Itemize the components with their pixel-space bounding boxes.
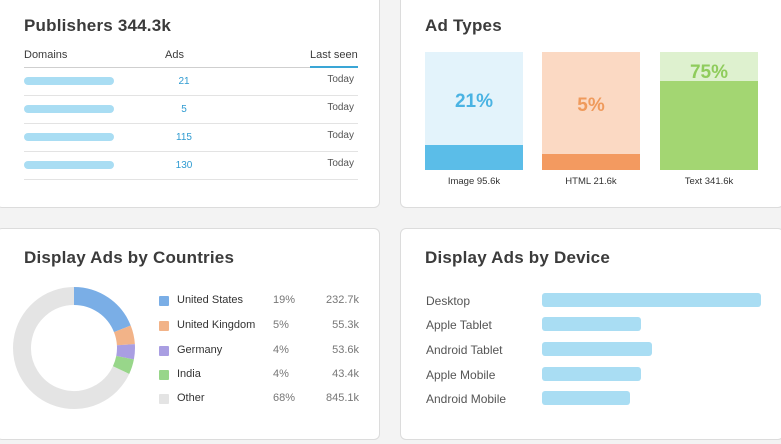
country-legend-item[interactable]: United States 19% 232.7k [159, 293, 359, 309]
col-header-domains[interactable]: Domains [24, 49, 68, 61]
ad-types-title: Ad Types [425, 16, 502, 35]
bar-fill [660, 81, 758, 170]
country-legend-item[interactable]: India 4% 43.4k [159, 367, 359, 383]
last-seen: Today [327, 158, 354, 169]
country-name: United Kingdom [177, 319, 256, 331]
ad-type-label-image: Image 95.6k [447, 176, 501, 187]
ad-type-label-text: Text 341.6k [684, 176, 734, 187]
table-row[interactable]: 130 Today [24, 152, 358, 180]
country-percent: 4% [273, 344, 289, 356]
country-value: 232.7k [325, 294, 359, 306]
publishers-card: Publishers 344.3k Domains Ads Last seen … [0, 0, 380, 208]
countries-donut-chart[interactable] [11, 285, 137, 411]
device-bar[interactable] [542, 317, 641, 331]
device-title: Display Ads by Device [425, 248, 610, 267]
publishers-title: Publishers 344.3k [24, 16, 172, 35]
country-value: 53.6k [332, 344, 359, 356]
last-seen: Today [327, 74, 354, 85]
bar-fill [542, 154, 640, 170]
ads-count[interactable]: 5 [181, 104, 187, 115]
ad-type-percent: 5% [577, 95, 605, 116]
ad-type-label-html: HTML 21.6k [565, 176, 617, 187]
country-name: India [177, 368, 201, 380]
country-legend-item[interactable]: United Kingdom 5% 55.3k [159, 318, 359, 334]
legend-swatch [159, 321, 169, 331]
legend-swatch [159, 370, 169, 380]
device-bar[interactable] [542, 293, 761, 307]
device-name: Android Tablet [426, 343, 503, 357]
donut-slice-united-states[interactable] [73, 287, 131, 333]
device-bar[interactable] [542, 367, 641, 381]
ad-type-bar-text[interactable]: 75% [660, 52, 758, 170]
domain-placeholder[interactable] [24, 105, 114, 113]
donut-slice-india[interactable] [112, 355, 134, 374]
donut-slice-germany[interactable] [116, 344, 135, 360]
country-legend-item[interactable]: Other 68% 845.1k [159, 391, 359, 407]
device-row[interactable]: Android Mobile [426, 391, 771, 407]
countries-card: Display Ads by Countries United States 1… [0, 228, 380, 440]
domain-placeholder[interactable] [24, 133, 114, 141]
last-seen: Today [327, 130, 354, 141]
legend-swatch [159, 346, 169, 356]
header-divider [24, 67, 354, 68]
table-row[interactable]: 115 Today [24, 124, 358, 152]
country-name: United States [177, 294, 244, 306]
bar-background [425, 52, 523, 145]
domain-placeholder[interactable] [24, 77, 114, 85]
last-seen: Today [327, 102, 354, 113]
countries-title: Display Ads by Countries [24, 248, 235, 267]
device-name: Desktop [426, 294, 471, 308]
device-card: Display Ads by Device Desktop Apple Tabl… [400, 228, 781, 440]
table-row[interactable]: 21 Today [24, 68, 358, 96]
bar-background [660, 52, 758, 81]
legend-swatch [159, 394, 169, 404]
bar-background [542, 52, 640, 154]
device-name: Apple Tablet [426, 318, 492, 332]
ad-type-percent: 75% [689, 62, 729, 83]
device-row[interactable]: Desktop [426, 293, 771, 309]
country-value: 55.3k [332, 319, 359, 331]
ads-count[interactable]: 115 [176, 132, 192, 143]
table-row[interactable]: 5 Today [24, 96, 358, 124]
domain-placeholder[interactable] [24, 161, 114, 169]
country-percent: 5% [273, 319, 289, 331]
device-row[interactable]: Android Tablet [426, 342, 771, 358]
device-bar[interactable] [542, 342, 652, 356]
legend-swatch [159, 296, 169, 306]
device-name: Apple Mobile [426, 368, 496, 382]
ads-count[interactable]: 21 [178, 76, 190, 87]
country-legend-item[interactable]: Germany 4% 53.6k [159, 343, 359, 359]
ad-types-card: Ad Types 21% 5% 75% Image 95.6k HTML 21.… [400, 0, 781, 208]
ad-type-percent: 21% [454, 90, 494, 112]
country-value: 845.1k [325, 392, 359, 404]
country-name: Germany [177, 344, 223, 356]
country-percent: 68% [273, 392, 296, 404]
country-name: Other [177, 392, 205, 404]
col-header-last-seen[interactable]: Last seen [310, 49, 358, 61]
device-bar[interactable] [542, 391, 630, 405]
ads-count[interactable]: 130 [175, 160, 193, 171]
sort-indicator [310, 66, 358, 68]
device-row[interactable]: Apple Mobile [426, 367, 771, 383]
device-name: Android Mobile [426, 392, 507, 406]
country-value: 43.4k [332, 368, 359, 380]
device-row[interactable]: Apple Tablet [426, 317, 771, 333]
col-header-ads[interactable]: Ads [165, 49, 184, 61]
ad-type-bar-html[interactable]: 5% [542, 52, 640, 170]
bar-fill [425, 145, 523, 170]
ad-type-bar-image[interactable]: 21% [425, 52, 523, 170]
country-percent: 4% [273, 368, 289, 380]
donut-slice-united-kingdom[interactable] [113, 325, 135, 346]
country-percent: 19% [273, 294, 296, 306]
donut-slice-other[interactable] [13, 287, 130, 409]
